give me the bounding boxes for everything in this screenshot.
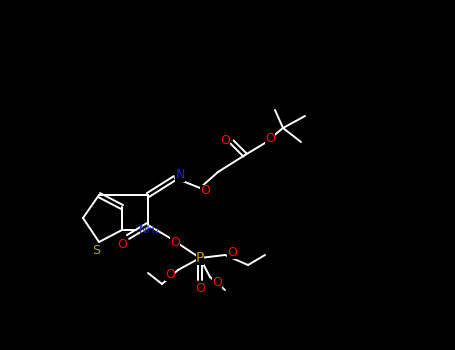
Text: O: O — [227, 245, 237, 259]
Text: O: O — [165, 267, 175, 280]
Text: S: S — [92, 245, 100, 258]
Text: N: N — [175, 168, 185, 182]
Text: O: O — [212, 275, 222, 288]
Text: O: O — [220, 133, 230, 147]
Text: P: P — [196, 251, 204, 265]
Text: NH₂: NH₂ — [138, 225, 160, 235]
Text: O: O — [195, 281, 205, 294]
Text: O: O — [117, 238, 127, 251]
Text: O: O — [200, 184, 210, 197]
Text: O: O — [170, 236, 180, 248]
Text: O: O — [265, 133, 275, 146]
